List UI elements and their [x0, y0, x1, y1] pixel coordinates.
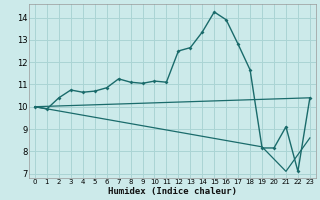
- X-axis label: Humidex (Indice chaleur): Humidex (Indice chaleur): [108, 187, 237, 196]
